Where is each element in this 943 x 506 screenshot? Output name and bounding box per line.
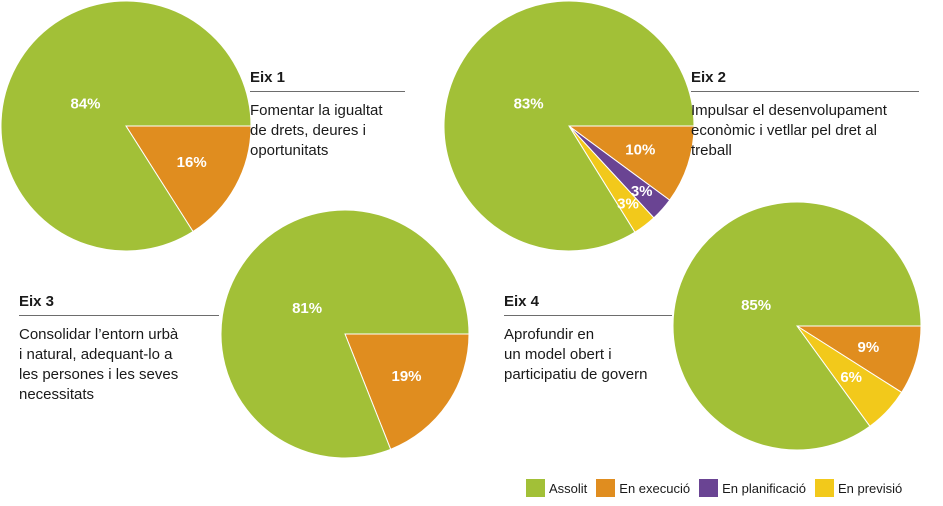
axis-2-block: Eix 2 Impulsar el desenvolupament econòm… [691, 69, 919, 161]
pie-data-label: 84% [70, 96, 100, 113]
axis-1-description: Fomentar la igualtat de drets, deures i … [250, 101, 405, 161]
pie-data-label: 10% [625, 141, 655, 158]
axis-4-description: Aprofundir en un model obert i participa… [504, 325, 672, 385]
pie-slice-assolit [443, 0, 695, 252]
axis-4-desc-line: participatiu de govern [504, 366, 648, 383]
axis-2-desc-line: treball [691, 142, 732, 159]
legend-label: Assolit [549, 480, 588, 496]
axis-4-title: Eix 4 [504, 293, 672, 316]
legend-item-planificacio: En planificació [699, 479, 806, 497]
legend: Assolit En execució En planificació En p… [526, 479, 911, 497]
pie-chart-3: 19% 81% [220, 209, 470, 459]
axis-1-desc-line: de drets, deures i [250, 122, 366, 139]
pie-slice-en-execucio [125, 125, 252, 233]
axis-3-description: Consolidar l’entorn urbà i natural, adeq… [19, 325, 219, 405]
pie-data-label: 3% [617, 196, 639, 213]
axis-3-block: Eix 3 Consolidar l’entorn urbà i natural… [19, 293, 219, 405]
axis-2-title: Eix 2 [691, 69, 919, 92]
axis-2-description: Impulsar el desenvolupament econòmic i v… [691, 101, 919, 161]
pie-data-label: 9% [858, 339, 880, 356]
axis-1-title: Eix 1 [250, 69, 405, 92]
pie-slice-assolit [672, 201, 922, 451]
pie-data-label: 16% [177, 154, 207, 171]
legend-label: En execució [619, 480, 691, 496]
legend-swatch-planificacio [699, 479, 719, 497]
pie-slice-assolit [220, 209, 470, 459]
axis-3-desc-line: i natural, adequant-lo a [19, 346, 173, 363]
axis-1-block: Eix 1 Fomentar la igualtat de drets, deu… [250, 69, 405, 161]
legend-item-previsio: En previsió [814, 479, 903, 497]
axis-3-title: Eix 3 [19, 293, 219, 316]
axis-2-desc-line: Impulsar el desenvolupament [691, 102, 887, 119]
pie-slice-en-execucio [567, 125, 695, 201]
axis-4-desc-line: Aprofundir en [504, 326, 595, 343]
legend-swatch-assolit [526, 479, 545, 497]
axis-1-desc-line: Fomentar la igualtat [250, 102, 383, 119]
axis-1-desc-line: oportunitats [250, 142, 329, 159]
legend-label: En previsió [837, 480, 903, 496]
pie-data-label: 85% [741, 297, 771, 314]
axis-3-desc-line: necessitats [19, 386, 95, 403]
pie-chart-1: 16% 84% [0, 0, 252, 252]
pie-data-label: 83% [514, 96, 544, 113]
pie-data-label: 3% [631, 183, 653, 200]
pie-data-label: 81% [292, 300, 322, 317]
legend-label: En planificació [722, 480, 806, 496]
pie-chart-2: 10% 3%3% 83% [443, 0, 695, 252]
axis-2-desc-line: econòmic i vetllar pel dret al [691, 122, 877, 139]
legend-item-assolit: Assolit [526, 479, 587, 497]
legend-swatch-execucio [596, 479, 616, 497]
axis-3-desc-line: les persones i les seves [19, 366, 179, 383]
pie-chart-4: 9% 6% 85% [672, 201, 922, 451]
legend-swatch-previsio [814, 479, 834, 497]
legend-item-execucio: En execució [596, 479, 690, 497]
pie-data-label: 6% [840, 369, 862, 386]
pie-slice-en-execucio [344, 333, 470, 450]
axis-4-block: Eix 4 Aprofundir en un model obert i par… [504, 293, 672, 385]
pie-slice-assolit [0, 0, 252, 252]
axis-4-desc-line: un model obert i [504, 346, 612, 363]
axis-3-desc-line: Consolidar l’entorn urbà [19, 326, 179, 343]
pie-data-label: 19% [391, 368, 421, 385]
